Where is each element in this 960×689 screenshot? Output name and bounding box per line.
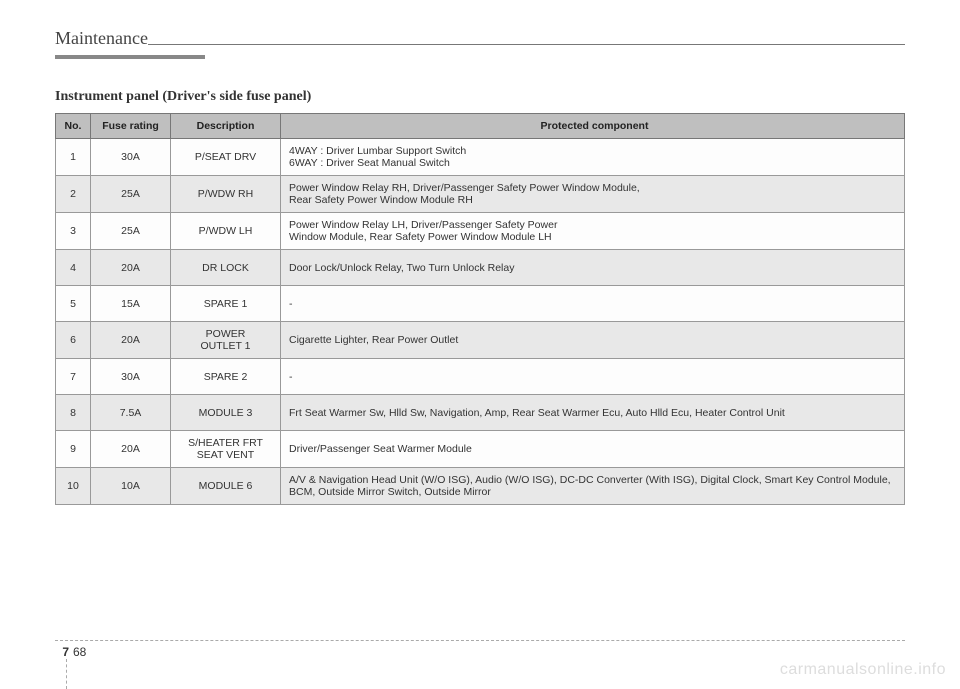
cell-protected: Frt Seat Warmer Sw, Hlld Sw, Navigation,… [281, 395, 905, 431]
cell-protected: Door Lock/Unlock Relay, Two Turn Unlock … [281, 250, 905, 286]
page-number: 68 [73, 645, 86, 659]
cell-protected: 4WAY : Driver Lumbar Support Switch 6WAY… [281, 139, 905, 176]
cell-rating: 15A [91, 286, 171, 322]
cell-rating: 30A [91, 139, 171, 176]
cell-rating: 20A [91, 322, 171, 359]
table-row: 920AS/HEATER FRT SEAT VENTDriver/Passeng… [56, 431, 905, 468]
cell-description: P/WDW RH [171, 176, 281, 213]
cell-no: 5 [56, 286, 91, 322]
col-header-rating: Fuse rating [91, 114, 171, 139]
table-row: 515ASPARE 1- [56, 286, 905, 322]
col-header-no: No. [56, 114, 91, 139]
cell-description: MODULE 6 [171, 468, 281, 505]
cell-rating: 25A [91, 176, 171, 213]
header-row: Maintenance [55, 28, 905, 51]
table-row: 620APOWER OUTLET 1Cigarette Lighter, Rea… [56, 322, 905, 359]
header-thick-bar [55, 55, 205, 59]
chapter-number: 7 [55, 645, 69, 659]
cell-no: 9 [56, 431, 91, 468]
cell-protected: - [281, 286, 905, 322]
cell-rating: 7.5A [91, 395, 171, 431]
cell-protected: Driver/Passenger Seat Warmer Module [281, 431, 905, 468]
table-row: 420ADR LOCKDoor Lock/Unlock Relay, Two T… [56, 250, 905, 286]
cell-rating: 30A [91, 359, 171, 395]
cell-no: 1 [56, 139, 91, 176]
cell-protected: Cigarette Lighter, Rear Power Outlet [281, 322, 905, 359]
table-row: 730ASPARE 2- [56, 359, 905, 395]
cell-no: 10 [56, 468, 91, 505]
cell-rating: 10A [91, 468, 171, 505]
table-row: 225AP/WDW RHPower Window Relay RH, Drive… [56, 176, 905, 213]
cell-description: P/WDW LH [171, 213, 281, 250]
table-header-row: No. Fuse rating Description Protected co… [56, 114, 905, 139]
table-row: 130AP/SEAT DRV4WAY : Driver Lumbar Suppo… [56, 139, 905, 176]
cell-description: MODULE 3 [171, 395, 281, 431]
table-row: 325AP/WDW LHPower Window Relay LH, Drive… [56, 213, 905, 250]
cell-description: POWER OUTLET 1 [171, 322, 281, 359]
manual-page: Maintenance Instrument panel (Driver's s… [0, 0, 960, 689]
cell-description: P/SEAT DRV [171, 139, 281, 176]
fuse-table: No. Fuse rating Description Protected co… [55, 113, 905, 505]
col-header-description: Description [171, 114, 281, 139]
cell-rating: 20A [91, 250, 171, 286]
cell-no: 6 [56, 322, 91, 359]
section-title: Maintenance [55, 28, 148, 51]
cell-description: SPARE 2 [171, 359, 281, 395]
footer-divider [66, 659, 67, 689]
table-body: 130AP/SEAT DRV4WAY : Driver Lumbar Suppo… [56, 139, 905, 505]
page-subtitle: Instrument panel (Driver's side fuse pan… [55, 89, 905, 105]
cell-description: DR LOCK [171, 250, 281, 286]
watermark-text: carmanualsonline.info [780, 661, 946, 679]
cell-no: 2 [56, 176, 91, 213]
cell-no: 3 [56, 213, 91, 250]
page-footer: 7 68 [55, 640, 905, 659]
cell-description: S/HEATER FRT SEAT VENT [171, 431, 281, 468]
table-row: 87.5AMODULE 3Frt Seat Warmer Sw, Hlld Sw… [56, 395, 905, 431]
cell-rating: 20A [91, 431, 171, 468]
cell-no: 4 [56, 250, 91, 286]
cell-no: 7 [56, 359, 91, 395]
cell-protected: Power Window Relay LH, Driver/Passenger … [281, 213, 905, 250]
col-header-protected: Protected component [281, 114, 905, 139]
header-rule [148, 44, 905, 45]
cell-protected: - [281, 359, 905, 395]
cell-rating: 25A [91, 213, 171, 250]
cell-protected: Power Window Relay RH, Driver/Passenger … [281, 176, 905, 213]
cell-no: 8 [56, 395, 91, 431]
cell-description: SPARE 1 [171, 286, 281, 322]
table-row: 1010AMODULE 6A/V & Navigation Head Unit … [56, 468, 905, 505]
cell-protected: A/V & Navigation Head Unit (W/O ISG), Au… [281, 468, 905, 505]
